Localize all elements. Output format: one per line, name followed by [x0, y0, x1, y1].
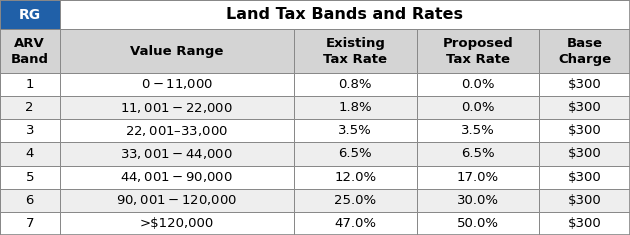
- Text: 47.0%: 47.0%: [335, 217, 376, 230]
- Text: $300: $300: [568, 147, 602, 161]
- Bar: [294, 189, 416, 212]
- Bar: [294, 142, 416, 165]
- Text: 3.5%: 3.5%: [338, 124, 372, 137]
- Text: Existing
Tax Rate: Existing Tax Rate: [323, 37, 387, 66]
- Bar: [416, 212, 539, 235]
- Text: 6.5%: 6.5%: [338, 147, 372, 161]
- Text: $90,001 - $120,000: $90,001 - $120,000: [116, 193, 238, 207]
- Bar: [294, 212, 416, 235]
- Bar: [59, 119, 294, 142]
- Bar: [539, 165, 630, 189]
- Bar: [539, 189, 630, 212]
- Text: $300: $300: [568, 124, 602, 137]
- Text: $44,001 - $90,000: $44,001 - $90,000: [120, 170, 233, 184]
- Text: 3: 3: [25, 124, 34, 137]
- Bar: [416, 119, 539, 142]
- Bar: [539, 212, 630, 235]
- Text: $33,001 - $44,000: $33,001 - $44,000: [120, 147, 233, 161]
- Bar: [294, 29, 416, 73]
- Text: $300: $300: [568, 194, 602, 207]
- Text: Proposed
Tax Rate: Proposed Tax Rate: [442, 37, 513, 66]
- Text: 0.0%: 0.0%: [461, 78, 495, 91]
- Text: 7: 7: [25, 217, 34, 230]
- Bar: [294, 119, 416, 142]
- Text: 1.8%: 1.8%: [338, 101, 372, 114]
- Bar: [59, 165, 294, 189]
- Bar: [59, 96, 294, 119]
- Bar: [0, 73, 59, 96]
- Bar: [0, 96, 59, 119]
- Bar: [416, 96, 539, 119]
- Text: Value Range: Value Range: [130, 45, 224, 58]
- Text: $300: $300: [568, 217, 602, 230]
- Text: 4: 4: [26, 147, 34, 161]
- Bar: [59, 142, 294, 165]
- Text: $22,001 – $33,000: $22,001 – $33,000: [125, 124, 228, 138]
- Bar: [59, 29, 294, 73]
- Text: 2: 2: [25, 101, 34, 114]
- Bar: [294, 73, 416, 96]
- Bar: [416, 29, 539, 73]
- Bar: [294, 96, 416, 119]
- Text: RG: RG: [19, 8, 41, 22]
- Bar: [0, 119, 59, 142]
- Text: $300: $300: [568, 171, 602, 184]
- Text: 12.0%: 12.0%: [334, 171, 376, 184]
- Bar: [416, 142, 539, 165]
- Bar: [0, 165, 59, 189]
- Text: 50.0%: 50.0%: [457, 217, 499, 230]
- Text: $300: $300: [568, 101, 602, 114]
- Bar: [59, 212, 294, 235]
- Text: Land Tax Bands and Rates: Land Tax Bands and Rates: [226, 7, 463, 22]
- Text: 25.0%: 25.0%: [334, 194, 376, 207]
- Text: $300: $300: [568, 78, 602, 91]
- Text: $0 - $11,000: $0 - $11,000: [140, 77, 213, 91]
- Bar: [0, 189, 59, 212]
- Text: 30.0%: 30.0%: [457, 194, 499, 207]
- Bar: [416, 165, 539, 189]
- Text: 6: 6: [26, 194, 34, 207]
- Text: 17.0%: 17.0%: [457, 171, 499, 184]
- Text: 3.5%: 3.5%: [461, 124, 495, 137]
- Bar: [0, 0, 630, 29]
- Bar: [539, 119, 630, 142]
- Bar: [0, 0, 59, 29]
- Bar: [416, 73, 539, 96]
- Text: 1: 1: [25, 78, 34, 91]
- Bar: [0, 142, 59, 165]
- Bar: [294, 165, 416, 189]
- Bar: [0, 29, 59, 73]
- Bar: [0, 212, 59, 235]
- Bar: [59, 189, 294, 212]
- Text: ARV
Band: ARV Band: [11, 37, 49, 66]
- Text: 5: 5: [25, 171, 34, 184]
- Bar: [539, 73, 630, 96]
- Bar: [539, 96, 630, 119]
- Bar: [416, 189, 539, 212]
- Bar: [539, 142, 630, 165]
- Text: $11,001 - $22,000: $11,001 - $22,000: [120, 101, 233, 115]
- Text: 0.0%: 0.0%: [461, 101, 495, 114]
- Text: 6.5%: 6.5%: [461, 147, 495, 161]
- Text: Base
Charge: Base Charge: [558, 37, 611, 66]
- Text: 0.8%: 0.8%: [338, 78, 372, 91]
- Bar: [59, 73, 294, 96]
- Text: >$120,000: >$120,000: [140, 217, 214, 230]
- Bar: [539, 29, 630, 73]
